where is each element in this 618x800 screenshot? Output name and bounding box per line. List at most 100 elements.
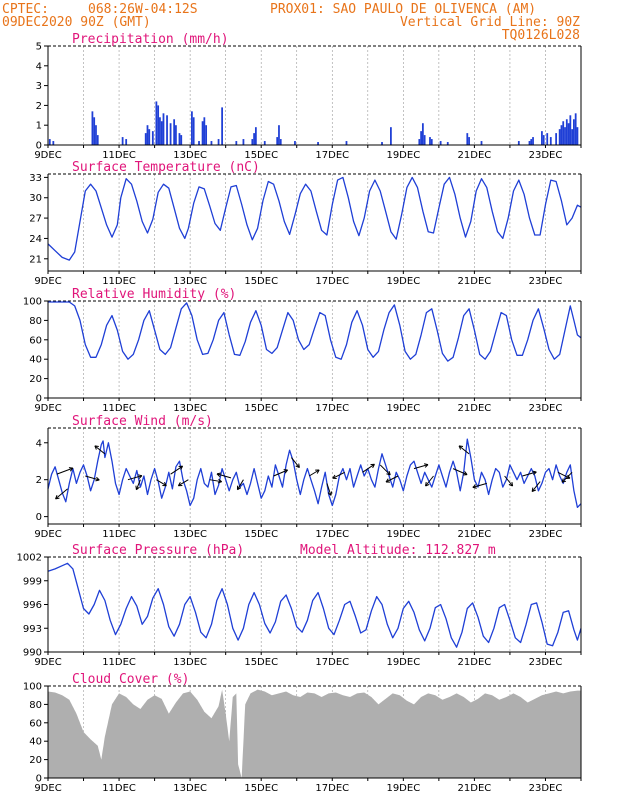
- wind-arrow-head: [217, 478, 222, 484]
- wind-arrow-shaft: [170, 465, 183, 475]
- panel-title: Relative Humidity (%): [72, 287, 236, 302]
- precip-bar: [420, 131, 422, 145]
- y-tick-label: 27: [29, 214, 42, 225]
- precip-bar: [198, 141, 200, 145]
- series-line: [47, 438, 582, 509]
- y-tick-label: 33: [29, 173, 42, 184]
- wind-arrow-head: [332, 474, 337, 479]
- y-tick-label: 80: [29, 700, 42, 711]
- x-tick-label: 13DEC: [173, 529, 207, 540]
- precip-bar: [439, 141, 442, 145]
- x-tick-label: 19DEC: [386, 529, 420, 540]
- chart-panels: 0 1 2 3 4 5 9DEC 11DEC 13DEC 15DEC 17DEC 19DEC 21DEC…: [17, 32, 582, 794]
- precip-bar: [169, 123, 172, 145]
- wind-arrow-shaft: [332, 471, 345, 479]
- precip-bar: [317, 142, 319, 145]
- y-tick-label: 996: [23, 600, 42, 611]
- wind-arrow-head: [295, 463, 300, 468]
- precip-bar: [144, 133, 147, 145]
- precip-bar: [151, 131, 154, 145]
- x-tick-label: 13DEC: [173, 783, 207, 794]
- x-tick-label: 23DEC: [529, 150, 563, 161]
- precip-bar: [573, 119, 575, 145]
- y-tick-label: 100: [23, 682, 42, 693]
- wind-arrow-shaft: [178, 479, 189, 487]
- x-tick-label: 21DEC: [458, 150, 492, 161]
- wind-arrow-head: [561, 478, 567, 483]
- wind-arrow-head: [236, 485, 242, 491]
- x-tick-label: 23DEC: [529, 276, 563, 287]
- x-tick-label: 23DEC: [529, 657, 563, 668]
- panel-6: 0 20 40 60 80 100 9DEC 11DEC 13DEC 15DEC 17DEC 19DE…: [23, 672, 582, 794]
- y-tick-label: 60: [29, 718, 42, 729]
- precip-bar: [430, 139, 433, 145]
- x-tick-label: 15DEC: [244, 276, 278, 287]
- series-line: [47, 562, 582, 648]
- wind-arrow-shaft: [522, 471, 537, 477]
- panel-title: Surface Temperature (nC): [72, 160, 260, 175]
- x-tick-label: 11DEC: [102, 276, 136, 287]
- precip-bar: [121, 137, 124, 145]
- precip-bar: [468, 137, 470, 145]
- wind-arrow-shaft: [504, 475, 513, 487]
- x-tick-label: 15DEC: [244, 783, 278, 794]
- x-tick-label: 21DEC: [458, 783, 492, 794]
- wind-arrow-shaft: [452, 468, 468, 476]
- precip-bar: [192, 117, 195, 145]
- wind-arrow-head: [463, 471, 468, 476]
- precip-bar: [263, 141, 266, 145]
- x-tick-label: 19DEC: [386, 150, 420, 161]
- wind-arrow-shaft: [379, 464, 391, 476]
- precip-bar: [253, 133, 255, 145]
- precip-bar: [345, 141, 348, 145]
- precip-bar: [466, 133, 469, 145]
- y-tick-label: 40: [29, 355, 42, 366]
- x-tick-label: 17DEC: [315, 783, 349, 794]
- y-tick-label: 1002: [17, 553, 42, 564]
- y-tick-label: 990: [23, 648, 42, 659]
- precip-bar: [390, 127, 392, 145]
- y-tick-label: 80: [29, 316, 42, 327]
- precip-bar: [155, 101, 158, 145]
- x-tick-label: 11DEC: [102, 657, 136, 668]
- precip-bar: [541, 131, 543, 145]
- x-tick-label: 23DEC: [529, 783, 563, 794]
- header-coords: 068:26W-04:12S: [88, 2, 198, 17]
- precip-bar: [125, 139, 128, 145]
- wind-arrow-shaft: [472, 482, 487, 488]
- x-tick-label: 9DEC: [34, 529, 61, 540]
- wind-arrow-head: [178, 465, 184, 470]
- precip-bar: [276, 137, 279, 145]
- x-tick-label: 11DEC: [102, 150, 136, 161]
- x-tick-label: 9DEC: [34, 657, 61, 668]
- precip-bar: [542, 135, 545, 145]
- wind-arrow-shaft: [362, 463, 375, 473]
- x-tick-label: 23DEC: [529, 403, 563, 414]
- panel-frame: [47, 301, 582, 399]
- precip-bar: [480, 141, 483, 145]
- precip-bar: [530, 139, 533, 145]
- x-tick-label: 9DEC: [34, 150, 61, 161]
- header-station: PROX01: SAO PAULO DE OLIVENCA (AM): [270, 2, 536, 17]
- x-tick-label: 19DEC: [386, 783, 420, 794]
- panel-title: Surface Pressure (hPa): [72, 543, 244, 558]
- x-tick-label: 17DEC: [315, 276, 349, 287]
- precip-bar: [571, 129, 574, 145]
- wind-arrow-shaft: [216, 473, 232, 479]
- y-tick-label: 20: [29, 374, 42, 385]
- panel-annotation: Model Altitude: 112.827 m: [300, 543, 496, 558]
- wind-arrow-shaft: [209, 479, 222, 483]
- wind-arrow-shaft: [291, 457, 300, 468]
- x-tick-label: 17DEC: [315, 403, 349, 414]
- x-tick-label: 13DEC: [173, 276, 207, 287]
- wind-arrow-head: [95, 476, 100, 482]
- x-tick-label: 13DEC: [173, 657, 207, 668]
- wind-arrow-head: [177, 481, 183, 487]
- precip-bar: [146, 125, 149, 145]
- wind-arrow-head: [425, 481, 430, 487]
- precip-bar: [96, 135, 99, 145]
- wind-arrow-head: [283, 469, 289, 474]
- wind-arrow-shaft: [557, 471, 571, 479]
- precip-bar: [160, 121, 163, 145]
